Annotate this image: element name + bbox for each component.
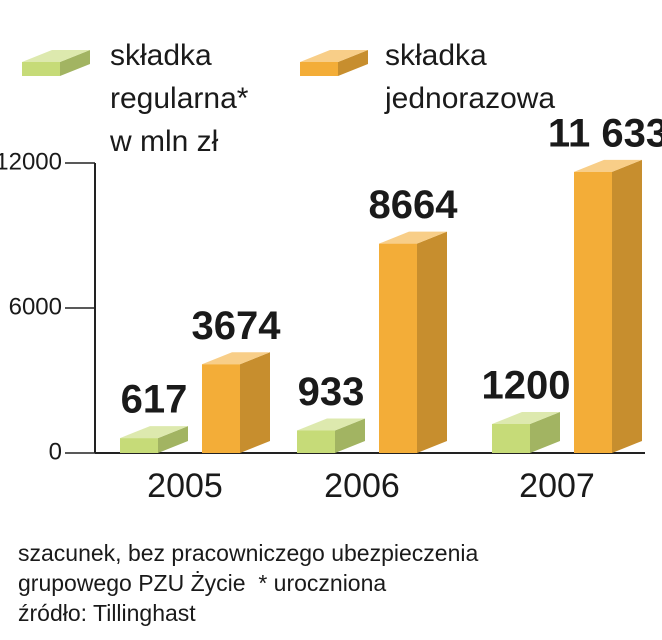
legend-icon-top — [300, 50, 368, 62]
legend-label: składka regularna* — [110, 39, 249, 115]
x-tick-label: 2005 — [147, 467, 223, 505]
bar-side — [417, 231, 447, 453]
bar — [297, 430, 335, 453]
bar-top — [120, 426, 188, 439]
value-label: 1200 — [482, 364, 571, 408]
footnote: grupowego PZU Życie * uroczniona — [18, 570, 387, 596]
bar — [120, 438, 158, 453]
value-label: 933 — [298, 370, 365, 414]
y-tick-label: 6000 — [9, 293, 62, 320]
value-label: 8664 — [369, 183, 459, 227]
footnote: szacunek, bez pracowniczego ubezpieczeni… — [18, 540, 479, 566]
legend-label: składka jednorazowa — [385, 39, 556, 115]
footnote: źródło: Tillinghast — [18, 600, 196, 626]
y-tick-label: 12000 — [0, 148, 62, 175]
bar — [492, 424, 530, 453]
bar-top — [379, 231, 447, 244]
bar-side — [158, 426, 188, 453]
value-label: 617 — [121, 378, 188, 422]
unit-label: w mln zł — [110, 125, 219, 158]
legend-icon-top — [22, 50, 90, 62]
bar — [202, 364, 240, 453]
y-tick-label: 0 — [49, 438, 62, 465]
value-label: 11 633 — [548, 111, 662, 155]
bar-side — [240, 352, 270, 453]
bar — [574, 171, 612, 453]
bar-side — [530, 412, 560, 453]
x-tick-label: 2006 — [324, 467, 400, 505]
legend-icon — [300, 62, 338, 76]
bar-top — [202, 352, 270, 365]
value-label: 3674 — [192, 304, 282, 348]
x-tick-label: 2007 — [519, 467, 595, 505]
legend-icon-side — [60, 50, 90, 76]
bar-side — [612, 159, 642, 453]
bar-top — [492, 412, 560, 424]
bar-side — [335, 418, 365, 453]
legend-icon — [22, 62, 60, 76]
bar-top — [574, 159, 642, 172]
bar-top — [297, 418, 365, 431]
bar — [379, 243, 417, 453]
legend-icon-side — [338, 50, 368, 76]
